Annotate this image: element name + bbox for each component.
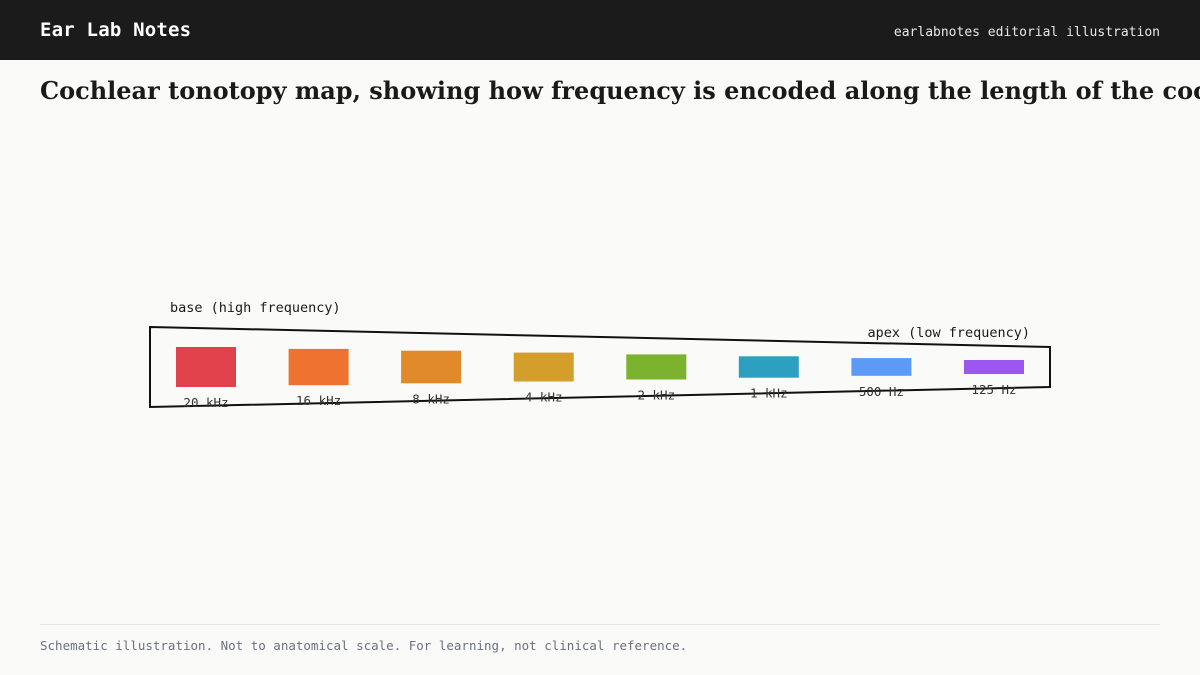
cochlea-outline — [149, 325, 1051, 409]
frequency-region-3 — [513, 352, 574, 382]
frequency-label-3: 4 kHz — [525, 389, 563, 404]
site-header: Ear Lab Notes earlabnotes editorial illu… — [0, 0, 1200, 60]
frequency-label-7: 125 Hz — [971, 382, 1016, 397]
illustration-credit: earlabnotes editorial illustration — [893, 25, 1160, 40]
apex-label: apex (low frequency) — [867, 325, 1030, 341]
frequency-label-1: 16 kHz — [296, 393, 341, 408]
frequency-region-5 — [738, 356, 799, 378]
footer-divider — [40, 624, 1160, 625]
base-label: base (high frequency) — [170, 300, 341, 316]
frequency-regions: 20 kHz 16 kHz 8 kHz 4 kHz 2 kHz 1 kHz 500 Hz 12… — [176, 347, 1024, 410]
frequency-region-4 — [626, 354, 687, 380]
frequency-region-0 — [176, 347, 236, 387]
footer-note: Schematic illustration. Not to anatomica… — [40, 638, 688, 653]
frequency-label-2: 8 kHz — [412, 391, 450, 406]
frequency-label-0: 20 kHz — [183, 395, 228, 410]
page-title: Cochlear tonotopy map, showing how frequ… — [40, 76, 1200, 105]
title-container: Cochlear tonotopy map, showing how frequ… — [40, 76, 1200, 112]
frequency-label-4: 2 kHz — [637, 388, 675, 403]
frequency-label-5: 1 kHz — [750, 386, 788, 401]
frequency-region-6 — [851, 358, 912, 376]
frequency-label-6: 500 Hz — [859, 384, 904, 399]
site-brand[interactable]: Ear Lab Notes — [40, 19, 192, 41]
frequency-region-1 — [288, 348, 349, 386]
frequency-region-2 — [401, 350, 462, 384]
frequency-region-7 — [964, 360, 1024, 374]
